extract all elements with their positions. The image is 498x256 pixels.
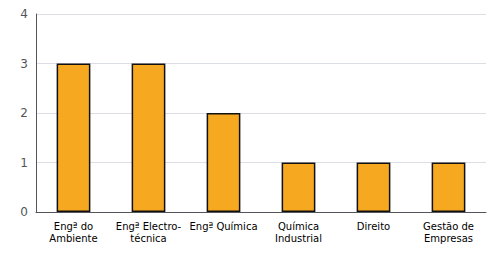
svg-text:Industrial: Industrial <box>275 233 322 244</box>
svg-text:Engª Electro-: Engª Electro- <box>116 221 182 232</box>
svg-text:Direito: Direito <box>357 221 390 232</box>
svg-text:Engª do: Engª do <box>54 221 93 232</box>
svg-text:1: 1 <box>20 156 28 170</box>
svg-text:2: 2 <box>20 106 28 120</box>
svg-text:Gestão de: Gestão de <box>423 221 474 232</box>
svg-text:Química: Química <box>278 221 319 232</box>
svg-text:Empresas: Empresas <box>424 233 473 244</box>
svg-text:0: 0 <box>20 205 28 219</box>
svg-text:técnica: técnica <box>130 233 166 244</box>
svg-text:4: 4 <box>20 7 28 21</box>
svg-text:Ambiente: Ambiente <box>49 233 97 244</box>
svg-text:Engª Química: Engª Química <box>189 221 257 232</box>
svg-text:3: 3 <box>20 57 28 71</box>
